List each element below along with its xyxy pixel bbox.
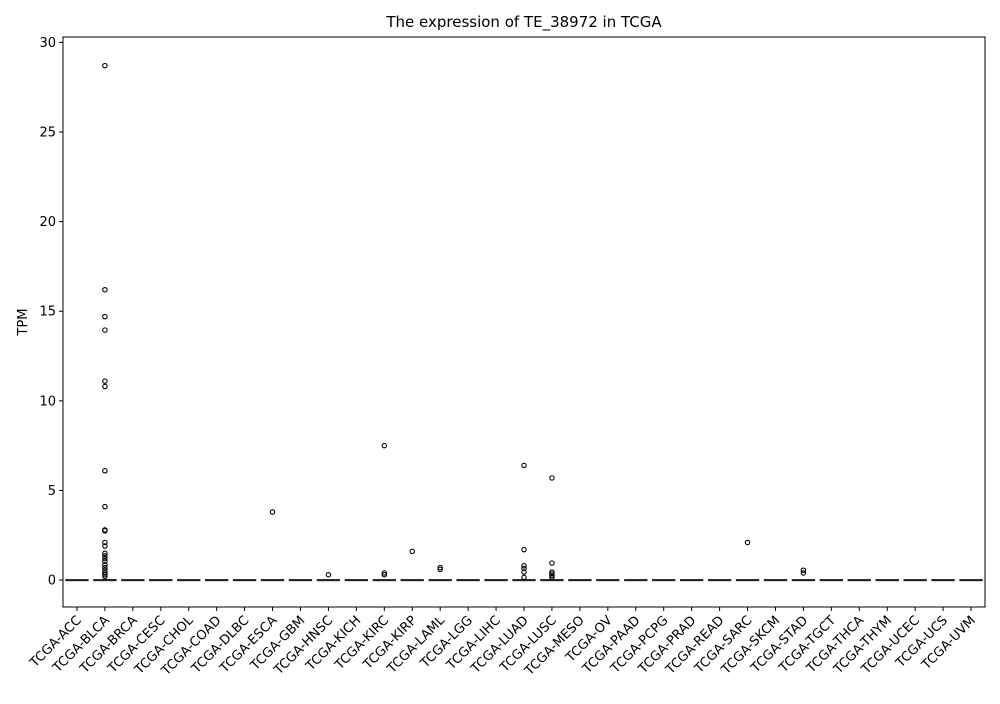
y-tick-label: 0 [48,574,56,589]
plot-area: 051015202530TCGA-ACCTCGA-BLCATCGA-BRCATC… [27,36,986,679]
outlier-point [102,62,108,69]
outlier-point [102,570,108,576]
outlier-point [102,550,108,556]
outlier-point [437,566,443,573]
outlier-point [102,327,108,333]
y-tick-label: 20 [39,215,56,230]
y-tick-label: 30 [39,36,56,51]
outlier-point [521,565,527,572]
outlier-point [521,563,527,569]
chart-title: The expression of TE_38972 in TCGA [385,13,662,32]
outlier-point [102,539,108,546]
outlier-point [521,546,527,553]
outlier-point [521,462,527,469]
outlier-point [381,442,388,449]
outlier-point [325,571,332,578]
outlier-point [102,555,108,562]
y-tick-label: 5 [48,484,56,499]
outlier-point [549,569,555,575]
outlier-point [102,553,108,559]
outlier-point [102,543,108,549]
outlier-point [102,503,108,510]
outlier-point [800,570,807,576]
outlier-point [800,567,807,574]
outlier-point [549,571,555,577]
outlier-point [102,378,108,384]
outlier-point [437,564,443,571]
outlier-point [102,562,108,568]
outlier-point [381,570,388,576]
outlier-point [549,475,555,481]
y-tick-label: 25 [39,126,56,141]
y-tick-label: 10 [39,394,56,409]
outlier-point [521,569,527,575]
outlier-point [744,539,751,546]
plot-frame [62,36,986,608]
y-axis-label: TPM [16,309,31,337]
y-tick-label: 15 [39,305,56,320]
outlier-point [102,468,108,474]
outlier-point [102,383,108,390]
outlier-point [102,571,108,578]
outlier-point [102,528,108,534]
outlier-point [521,574,527,581]
outlier-point [102,286,108,293]
outlier-point [409,548,415,555]
outlier-point [549,560,555,566]
outlier-point [102,564,108,571]
outlier-point [549,574,555,581]
outlier-point [102,573,108,580]
outlier-point [102,313,108,320]
outlier-point [269,509,276,515]
outlier-point [381,571,388,578]
outlier-point [102,558,108,565]
outlier-point [549,572,555,579]
